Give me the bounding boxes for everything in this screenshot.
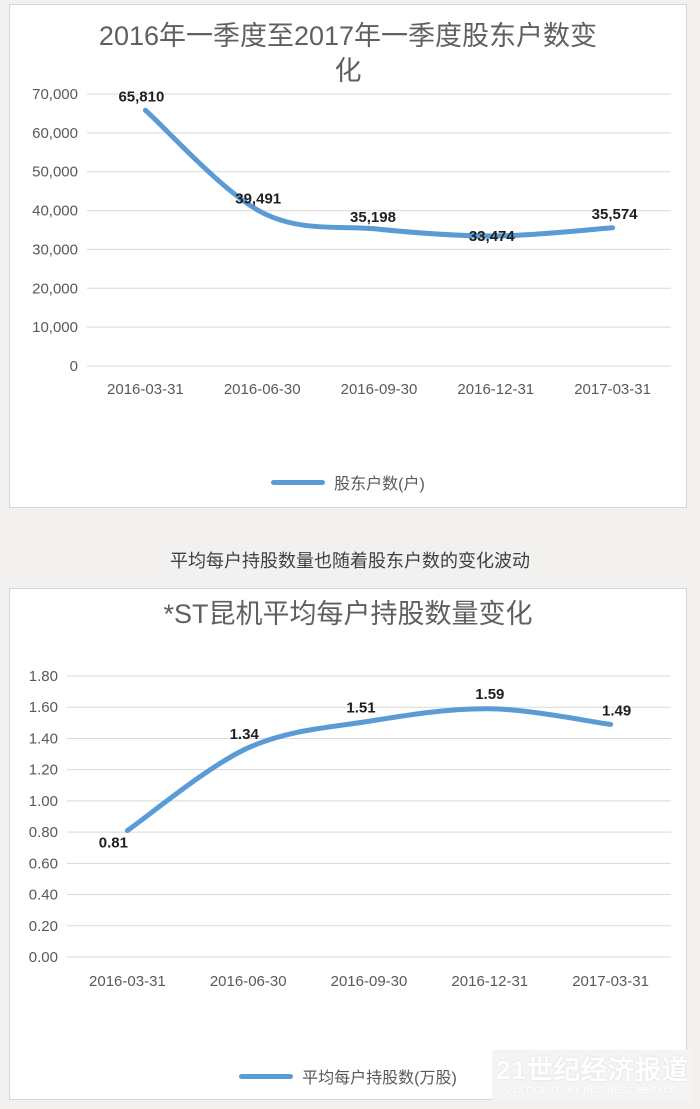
svg-text:2017-03-31: 2017-03-31: [574, 381, 651, 398]
chart1-svg-x-axis-labels: 2016-03-31 2016-06-30 2016-09-30 2016-12-31…: [107, 381, 651, 398]
svg-text:2016-12-31: 2016-12-31: [457, 381, 534, 398]
chart1-legend-label: 股东户数(户): [334, 476, 425, 493]
svg-text:1.49: 1.49: [602, 702, 631, 719]
svg-text:39,491: 39,491: [235, 191, 281, 208]
chart1-legend-line-swatch: [271, 479, 326, 485]
svg-text:65,810: 65,810: [118, 88, 164, 105]
svg-text:70,000: 70,000: [32, 86, 78, 103]
svg-text:0.40: 0.40: [29, 887, 58, 904]
svg-text:20,000: 20,000: [32, 280, 78, 297]
svg-text:1.60: 1.60: [29, 699, 58, 716]
svg-text:35,574: 35,574: [592, 206, 639, 223]
svg-text:2016-12-31: 2016-12-31: [451, 973, 528, 990]
svg-text:2017-03-31: 2017-03-31: [572, 973, 649, 990]
svg-text:0.00: 0.00: [29, 949, 58, 966]
svg-text:2016-06-30: 2016-06-30: [224, 381, 301, 398]
svg-text:2016-09-30: 2016-09-30: [341, 381, 418, 398]
chart2-legend-label: 平均每户持股数(万股): [302, 1070, 457, 1087]
shareholder-count-chart-card: 2016年一季度至2017年一季度股东户数变化 0 10,000 20,000 30,…: [9, 4, 687, 508]
chart2-svg-data-labels: 0.81 1.34 1.51 1.59 1.49: [99, 686, 631, 852]
svg-text:0.80: 0.80: [29, 824, 58, 841]
svg-text:30,000: 30,000: [32, 241, 78, 258]
svg-text:0: 0: [70, 358, 78, 375]
svg-text:40,000: 40,000: [32, 203, 78, 220]
chart2-legend: 平均每户持股数(万股): [10, 1063, 686, 1089]
chart2-svg-gridlines: [67, 675, 671, 958]
chart1-svg-y-axis-labels: 0 10,000 20,000 30,000 40,000 50,000 60,000 70,…: [32, 86, 78, 375]
chart1-svg-data-labels: 65,810 39,491 35,198 33,474 35,574: [118, 88, 638, 245]
chart2-svg-x-axis-labels: 2016-03-31 2016-06-30 2016-09-30 2016-12-31…: [89, 973, 649, 990]
svg-text:0.20: 0.20: [29, 918, 58, 935]
svg-text:2016-09-30: 2016-09-30: [331, 973, 408, 990]
svg-text:1.20: 1.20: [29, 762, 58, 779]
svg-text:10,000: 10,000: [32, 319, 78, 336]
chart1-title: 2016年一季度至2017年一季度股东户数变化: [98, 21, 598, 86]
svg-text:60,000: 60,000: [32, 125, 78, 142]
svg-text:0.81: 0.81: [99, 835, 128, 852]
svg-text:1.80: 1.80: [29, 668, 58, 685]
caption-between-charts: 平均每户持股数量也随着股东户数的变化波动: [170, 551, 530, 571]
svg-text:1.59: 1.59: [475, 686, 504, 703]
svg-text:33,474: 33,474: [469, 228, 516, 245]
svg-text:2016-03-31: 2016-03-31: [89, 973, 166, 990]
chart1-svg-gridlines: [87, 93, 671, 367]
svg-text:1.00: 1.00: [29, 793, 58, 810]
avg-holding-chart-card: *ST昆机平均每户持股数量变化 0.00 0.20 0.40 0.60 0.80 1.00…: [9, 588, 687, 1100]
svg-text:1.34: 1.34: [230, 726, 260, 743]
chart2-legend-line-swatch: [239, 1073, 294, 1079]
chart2-title: *ST昆机平均每户持股数量变化: [163, 599, 533, 629]
svg-text:35,198: 35,198: [350, 209, 396, 226]
svg-text:0.60: 0.60: [29, 855, 58, 872]
svg-text:2016-03-31: 2016-03-31: [107, 381, 184, 398]
chart1-svg-series-line: [142, 107, 616, 239]
watermark-brand-cn: 21世纪经济报道: [496, 1055, 689, 1085]
svg-text:1.51: 1.51: [346, 699, 375, 716]
chart2-svg-series-line: [124, 706, 614, 834]
watermark: 21世纪经济报道 21ST CENTURY BUSINESS HERALD: [492, 1050, 692, 1101]
watermark-brand-en: 21ST CENTURY BUSINESS HERALD: [507, 1085, 677, 1095]
chart2-svg-y-axis-labels: 0.00 0.20 0.40 0.60 0.80 1.00 1.20 1.40 1.60 1.80: [29, 668, 58, 966]
svg-text:50,000: 50,000: [32, 164, 78, 181]
chart2-plot-area: 0.00 0.20 0.40 0.60 0.80 1.00 1.20 1.40 1.60 1.80…: [29, 668, 671, 990]
svg-text:1.40: 1.40: [29, 730, 58, 747]
svg-text:2016-06-30: 2016-06-30: [210, 973, 287, 990]
chart1-plot-area: 0 10,000 20,000 30,000 40,000 50,000 60,000 70,…: [32, 86, 671, 398]
chart1-legend: 股东户数(户): [10, 469, 686, 495]
